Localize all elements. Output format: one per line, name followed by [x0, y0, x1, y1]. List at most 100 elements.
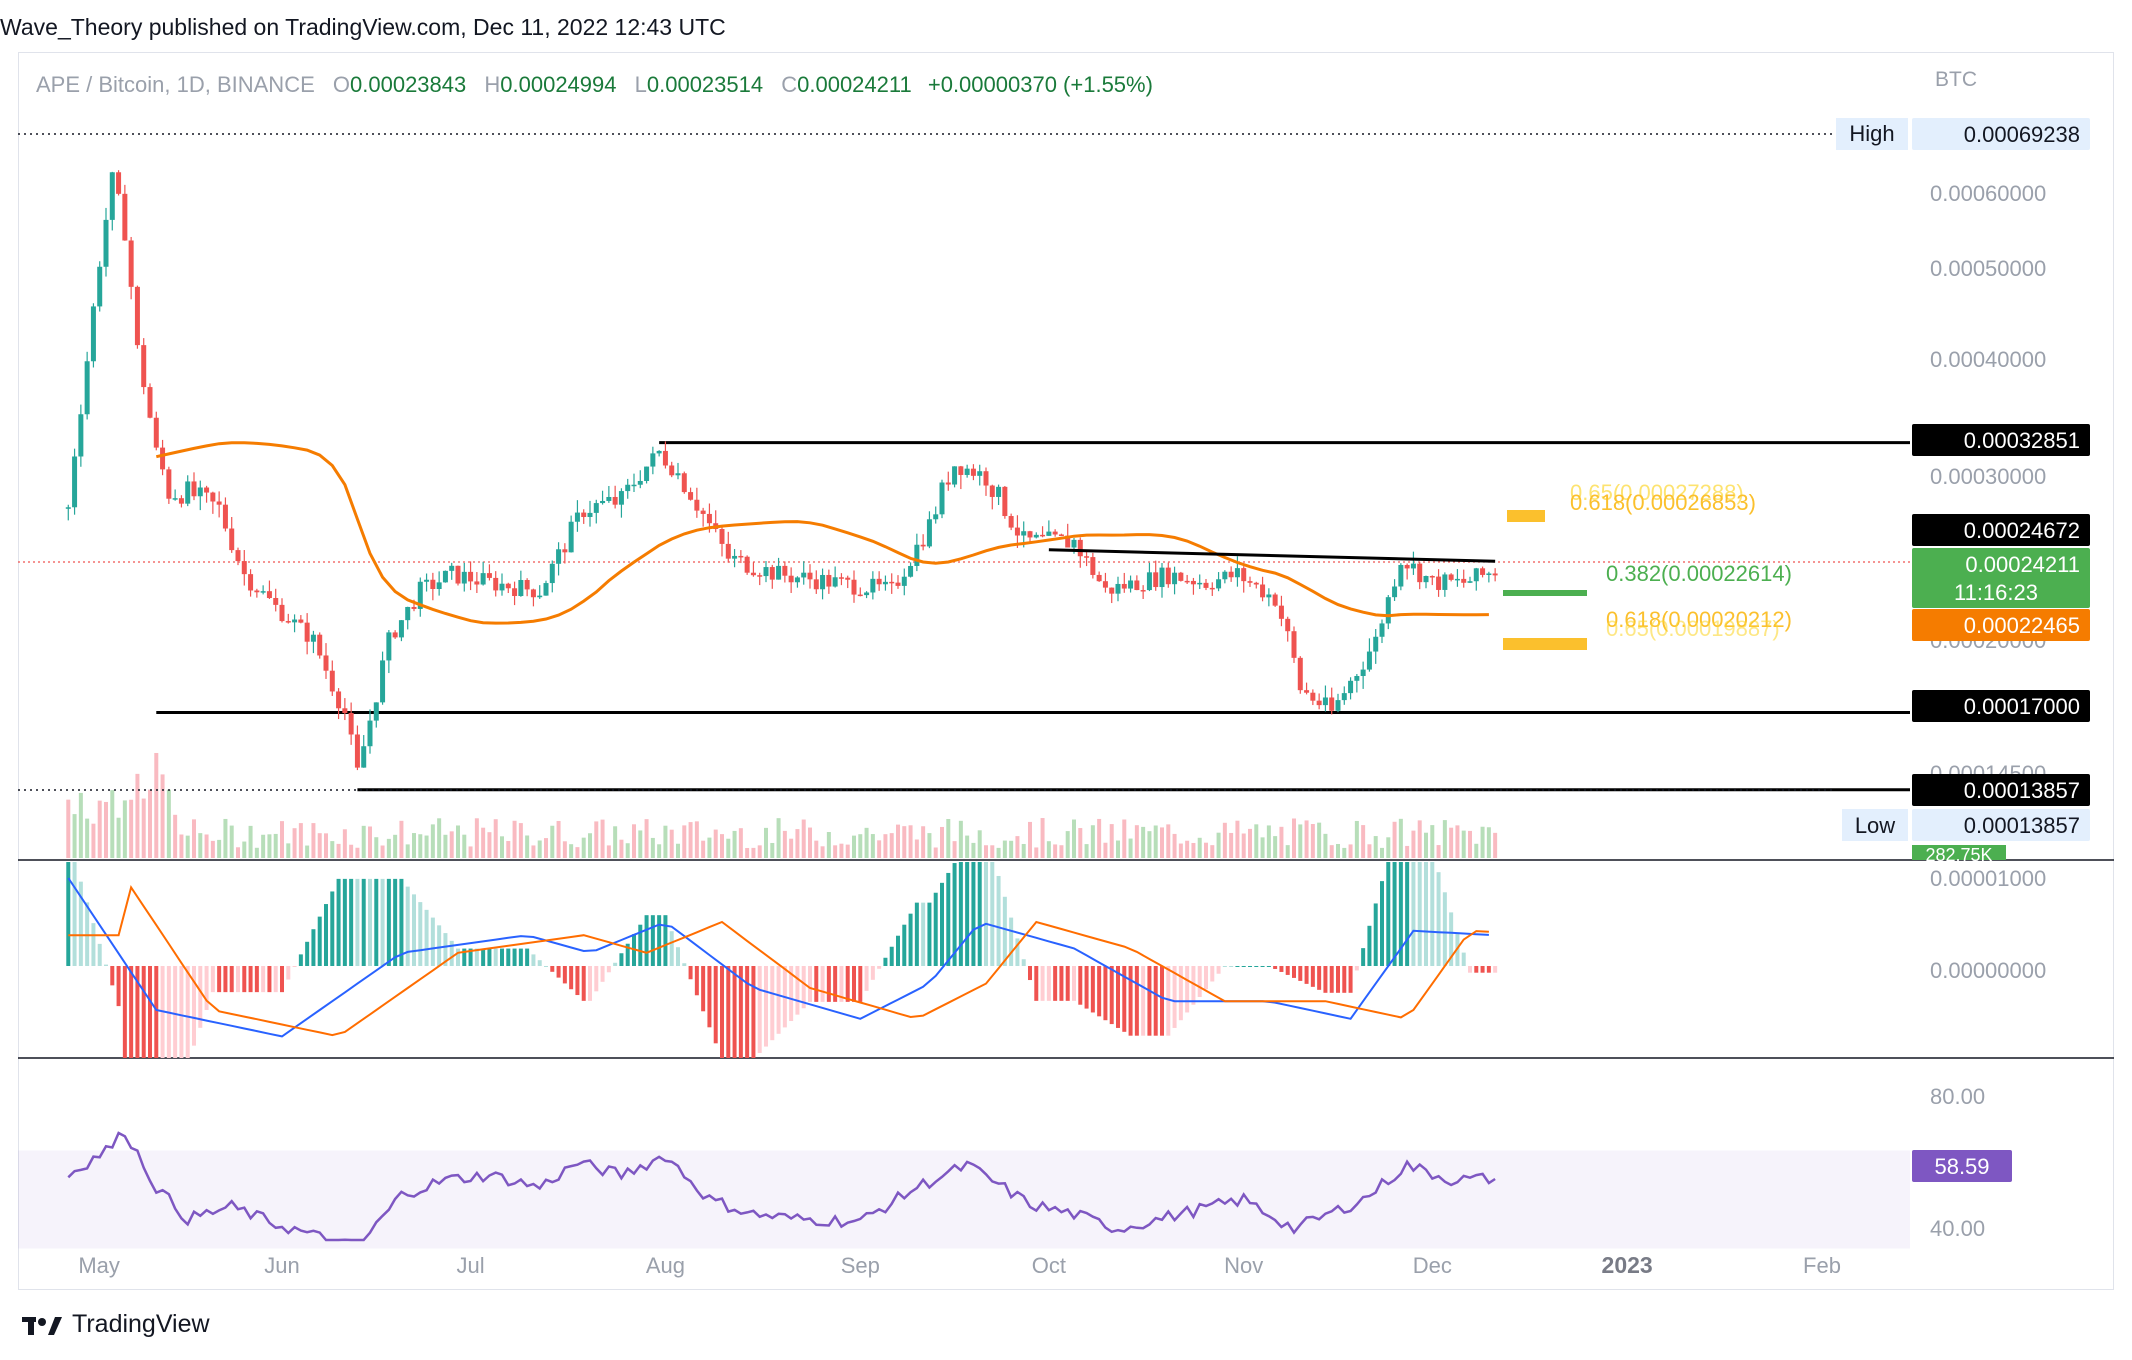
volume-bar [1380, 847, 1384, 858]
volume-bar [833, 845, 838, 858]
volume-bar [701, 840, 706, 858]
candle-body [90, 306, 96, 362]
candle-body [732, 555, 738, 559]
macd-histogram-bar [1072, 966, 1076, 1001]
volume-bar [1354, 820, 1359, 858]
rsi-axis-tick: 40.00 [1930, 1216, 1985, 1241]
candle-body [1134, 580, 1140, 591]
change-value: +0.00000370 (+1.55%) [927, 72, 1153, 97]
volume-bar [732, 830, 737, 858]
candle-body [461, 571, 467, 584]
candle-body [1461, 578, 1467, 583]
candle-body [367, 720, 373, 747]
candle-body [845, 577, 851, 580]
volume-bar [1141, 826, 1146, 858]
volume-bar [914, 839, 919, 858]
volume-bar [801, 819, 806, 858]
volume-bar [374, 837, 379, 858]
volume-bar [1266, 825, 1271, 858]
level-1-badge [1912, 424, 2090, 456]
candle-body [964, 468, 970, 475]
macd-histogram-bar [845, 966, 850, 1002]
macd-histogram-bar [707, 966, 712, 1028]
candle-body [147, 387, 153, 418]
macd-histogram-bar [1210, 966, 1215, 982]
candle-body [688, 492, 694, 500]
macd-histogram-bar [575, 966, 580, 996]
volume-bar [588, 833, 592, 858]
candle-body [970, 468, 976, 476]
fib-level-0382[interactable] [1503, 590, 1587, 596]
volume-bar [1424, 832, 1428, 858]
candle-body [600, 500, 606, 504]
volume-bar [1386, 837, 1391, 858]
candle-body [826, 574, 832, 587]
candle-body [989, 485, 995, 497]
fib-zone-upper[interactable] [1507, 510, 1545, 522]
level-2-badge [1912, 514, 2090, 546]
volume-bar [1480, 826, 1485, 858]
volume-bar [1116, 840, 1120, 858]
candle-body [1266, 594, 1272, 598]
volume-bar [1046, 841, 1051, 858]
candle-body [480, 573, 486, 585]
time-axis-label: Feb [1803, 1253, 1841, 1278]
volume-bar [839, 843, 844, 858]
macd-histogram-bar [1160, 966, 1164, 1036]
candle-body [801, 572, 807, 578]
ema-200-line[interactable] [1048, 548, 1496, 563]
candle-body [1065, 535, 1071, 548]
candle-body [1140, 590, 1146, 592]
macd-histogram-bar [883, 957, 888, 966]
macd-histogram-bar [1480, 966, 1485, 973]
candle-body [1410, 563, 1416, 569]
low-value-badge [1912, 809, 2090, 841]
candle-body [128, 240, 134, 287]
candle-body [1172, 572, 1178, 585]
volume-bar [1241, 833, 1246, 858]
macd-histogram-bar [1222, 966, 1227, 967]
macd-histogram-bar [487, 948, 492, 966]
candle-body [1473, 568, 1479, 582]
candle-body [373, 702, 379, 721]
symbol-name[interactable]: APE / Bitcoin, 1D, BINANCE [36, 72, 315, 97]
volume-bar [1084, 844, 1089, 858]
volume-bar [726, 838, 731, 858]
candle-body [411, 606, 417, 609]
candle-body [543, 583, 549, 596]
volume-bar [418, 834, 423, 858]
volume-bar [1229, 832, 1234, 858]
candle-body [436, 582, 442, 589]
macd-histogram-bar [984, 862, 988, 966]
candle-body [1253, 582, 1259, 585]
volume-bar [902, 826, 907, 858]
macd-histogram-bar [1034, 966, 1039, 1001]
candle-body [568, 521, 574, 553]
candle-body [694, 499, 700, 511]
volume-bar [990, 845, 995, 858]
macd-histogram-bar [110, 966, 115, 986]
macd-histogram-bar [1310, 966, 1315, 987]
volume-bar [776, 818, 781, 858]
candle-body [1159, 567, 1165, 588]
candle-body [1360, 669, 1366, 677]
candle-body [763, 567, 769, 577]
candle-body [794, 577, 800, 583]
macd-histogram-bar [738, 966, 743, 1058]
ema-50-line[interactable] [155, 441, 1489, 625]
macd-histogram-bar [317, 916, 322, 966]
candle-body [857, 594, 863, 597]
volume-bar [85, 818, 90, 858]
macd-histogram-bar [1424, 862, 1428, 966]
volume-bar [688, 822, 693, 858]
candle-body [882, 581, 888, 585]
fib-zone-lower[interactable] [1503, 638, 1587, 650]
macd-histogram-bar [324, 904, 328, 966]
candle-body [392, 632, 398, 638]
macd-histogram-bar [1461, 952, 1466, 966]
volume-bar [1329, 845, 1334, 858]
time-axis-label: Dec [1413, 1253, 1452, 1278]
candle-body [556, 549, 562, 564]
volume-bar [405, 844, 410, 858]
